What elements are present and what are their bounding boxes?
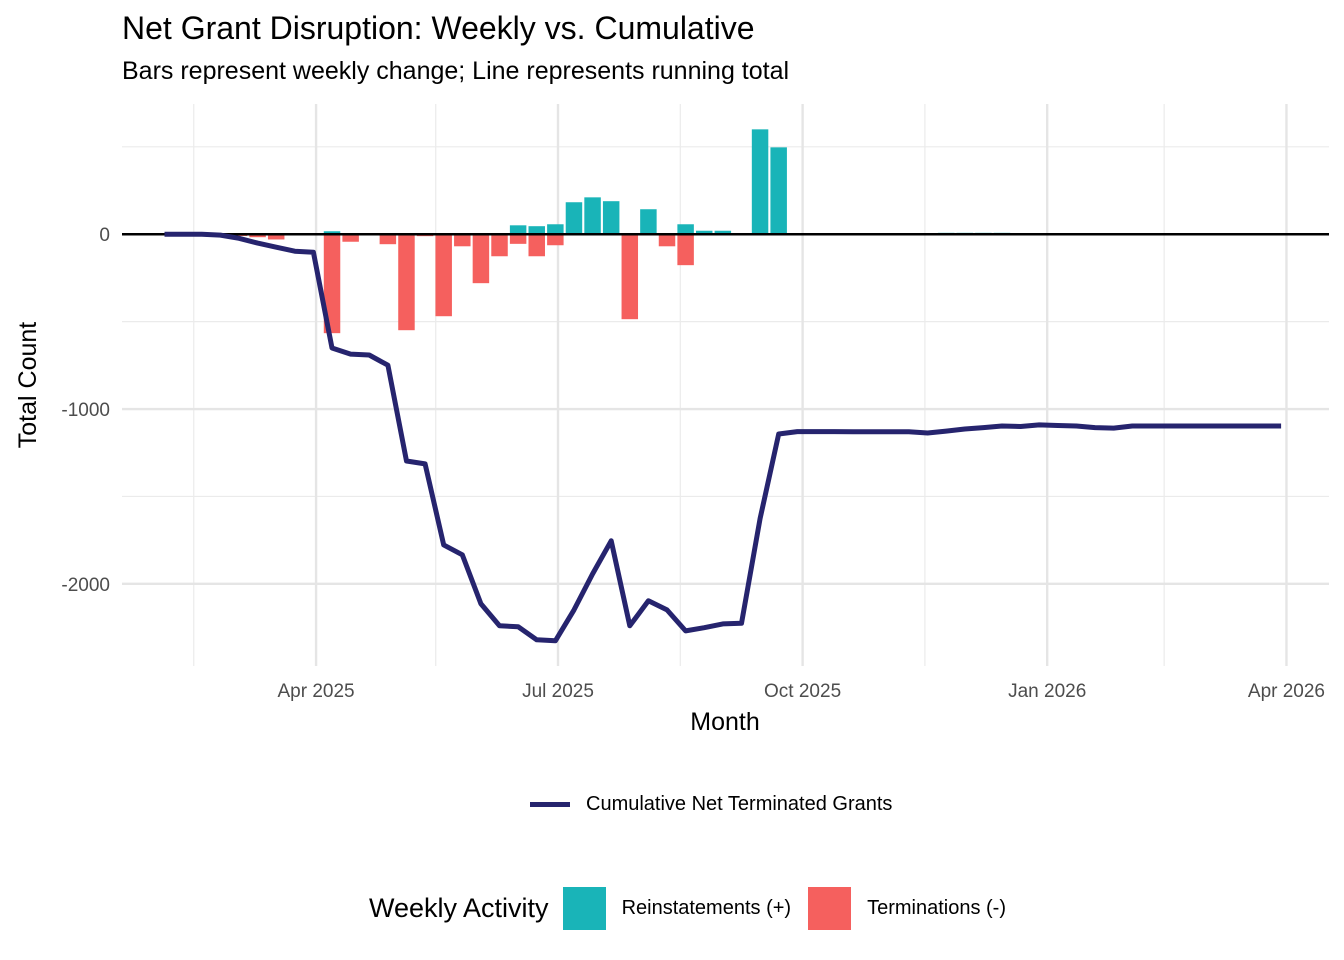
fill-legend: Weekly Activity Reinstatements (+) Termi… [369,886,1023,930]
x-tick-label: Apr 2025 [278,681,355,702]
termination-bar [509,234,527,244]
termination-bar [267,234,285,240]
y-tick-label: -1000 [61,400,110,421]
reinstatement-bar [751,129,769,235]
termination-bar [323,234,341,334]
termination-bar [249,234,266,238]
terminations-legend-label: Terminations (-) [867,896,1006,919]
line-legend-label: Cumulative Net Terminated Grants [586,792,893,815]
x-tick-label: Apr 2026 [1248,681,1325,702]
grid-layer [122,104,1329,666]
terminations-swatch [808,886,852,930]
x-tick-label: Jan 2026 [1008,681,1086,702]
reinstatement-bar [677,224,694,235]
chart-title: Net Grant Disruption: Weekly vs. Cumulat… [122,10,755,46]
fill-legend-title: Weekly Activity [369,892,549,923]
termination-bar [379,234,397,245]
y-tick-label: -2000 [61,575,110,596]
reinstatement-bar [770,147,787,235]
reinstatement-bar [547,224,564,235]
line-layer [164,231,1282,644]
termination-bar [677,234,694,266]
reinstatement-bar [565,202,583,235]
reinstatements-swatch [562,886,606,930]
chart-subtitle: Bars represent weekly change; Line repre… [122,57,790,85]
x-axis-title: Month [690,708,759,736]
reinstatement-bar [602,201,620,235]
reinstatement-bar [323,231,341,235]
termination-bar [472,234,490,284]
y-tick-label: 0 [99,225,110,246]
termination-bar [435,234,452,317]
termination-bar [658,234,676,247]
termination-bar [621,234,639,320]
reinstatement-bar [640,209,657,235]
reinstatement-bar [509,225,527,235]
termination-bar [528,234,545,257]
bar-layer [230,129,1011,334]
reinstatement-bar [528,226,545,235]
cumulative-line [164,231,1282,644]
line-legend: Cumulative Net Terminated Grants [530,788,892,820]
termination-bar [491,234,508,257]
x-tick-label: Oct 2025 [764,681,841,702]
reinstatements-legend-label: Reinstatements (+) [621,896,792,919]
y-axis-title: Total Count [14,322,42,449]
reinstatement-bar [714,230,732,235]
termination-bar [398,234,415,331]
termination-bar [547,234,564,246]
termination-bar [342,234,359,242]
tick-label-layer: Apr 2025 Jul 2025 Oct 2025 Jan 2026 Apr 2026… [61,225,1325,702]
reinstatement-bar [695,230,713,235]
x-tick-label: Jul 2025 [522,681,594,702]
reinstatement-bar [584,197,601,235]
line-legend-key [530,801,570,807]
termination-bar [454,234,471,247]
